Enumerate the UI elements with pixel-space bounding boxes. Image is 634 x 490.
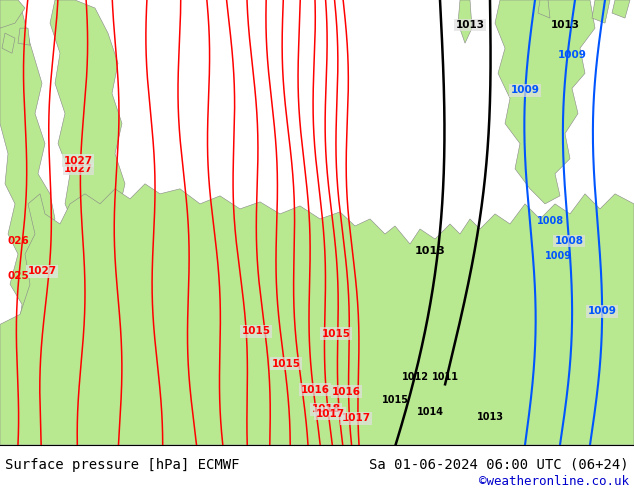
Text: 1015: 1015 [242,326,271,337]
Text: 1011: 1011 [432,371,458,382]
Text: 1027: 1027 [27,266,56,276]
Text: 1015: 1015 [321,329,351,339]
Text: 1012: 1012 [401,371,429,382]
Polygon shape [18,28,30,45]
Polygon shape [2,33,15,53]
Polygon shape [592,0,610,23]
Polygon shape [0,0,55,355]
Polygon shape [458,0,472,43]
Text: 1018: 1018 [311,404,340,415]
Text: 1016: 1016 [332,387,361,396]
Text: 1009: 1009 [511,85,540,96]
Text: 1013: 1013 [477,412,503,422]
Text: 1008: 1008 [555,236,584,246]
Text: ©weatheronline.co.uk: ©weatheronline.co.uk [479,475,629,488]
Polygon shape [612,0,630,18]
Text: 1017: 1017 [342,413,371,423]
Polygon shape [495,0,595,204]
Text: 1015: 1015 [271,359,301,368]
Text: 1017: 1017 [316,409,344,419]
Text: 1027: 1027 [64,164,93,174]
Text: Sa 01-06-2024 06:00 UTC (06+24): Sa 01-06-2024 06:00 UTC (06+24) [369,458,629,471]
Text: 1009: 1009 [588,306,616,317]
Text: 1016: 1016 [301,385,330,394]
Text: 1013: 1013 [550,20,579,30]
Polygon shape [50,0,130,344]
Text: 1009: 1009 [545,251,571,261]
Text: 1009: 1009 [557,50,586,60]
Text: Surface pressure [hPa] ECMWF: Surface pressure [hPa] ECMWF [5,458,240,471]
Text: 026: 026 [8,236,30,246]
Polygon shape [538,0,550,18]
Text: 1027: 1027 [63,156,93,166]
Text: 1013: 1013 [455,20,484,30]
Text: 1015: 1015 [382,395,408,405]
Text: 1014: 1014 [417,407,444,417]
Polygon shape [0,0,25,28]
Text: 1008: 1008 [536,216,564,226]
Text: 025: 025 [8,271,30,281]
Polygon shape [0,184,634,445]
Text: 1013: 1013 [415,246,445,256]
